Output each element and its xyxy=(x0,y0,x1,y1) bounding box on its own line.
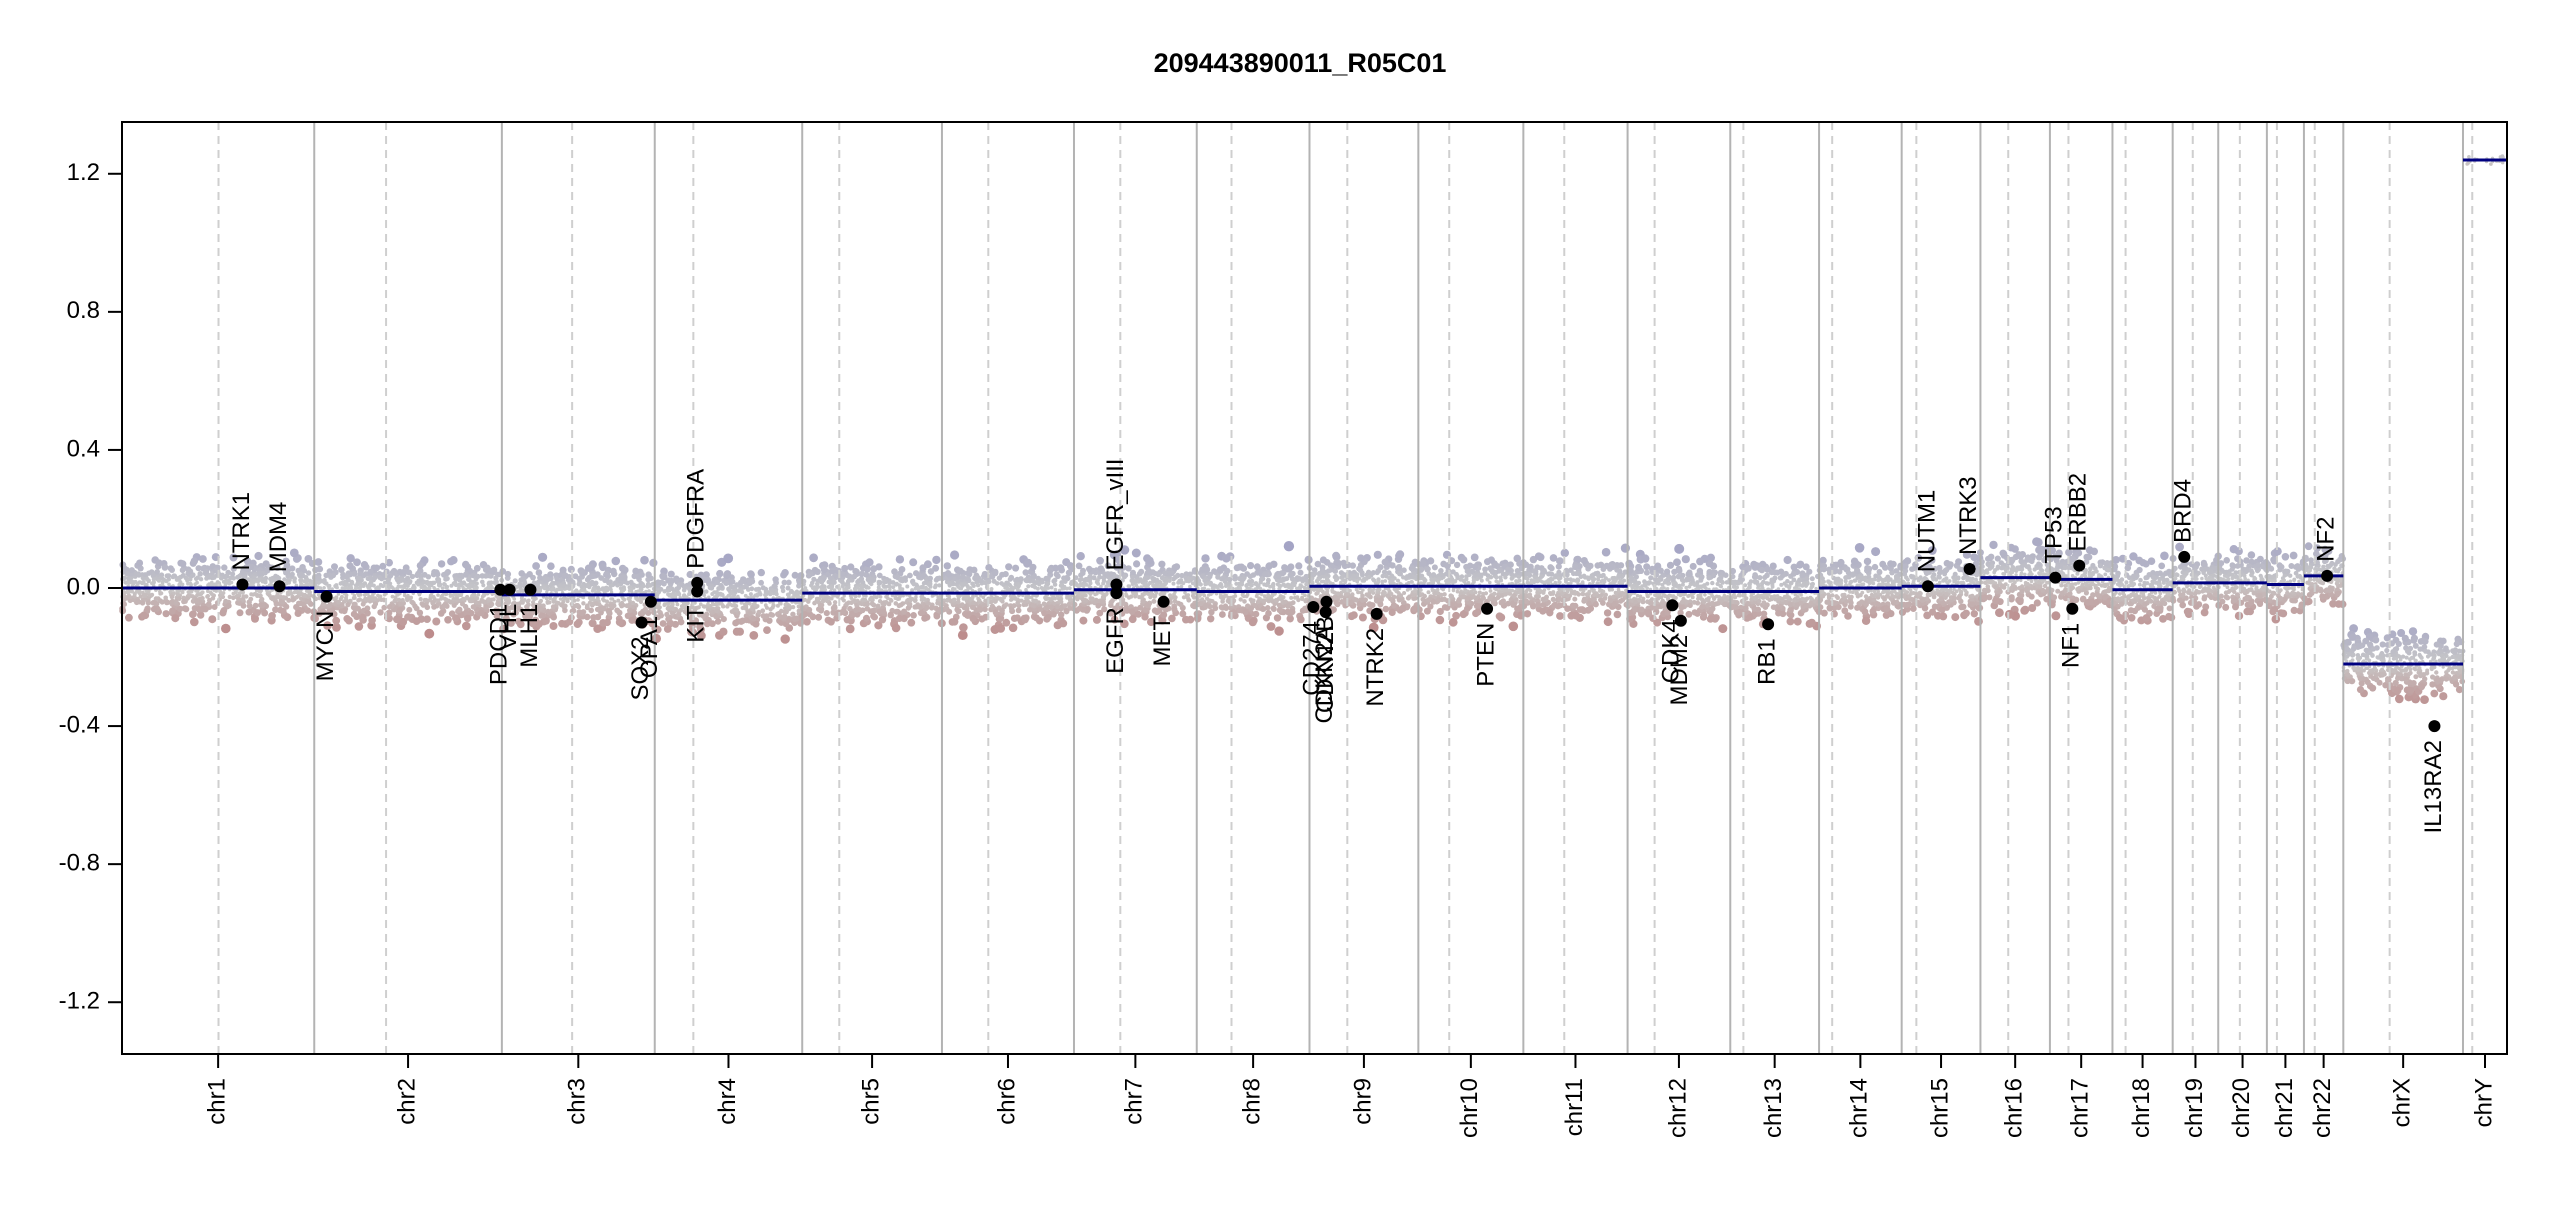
gene-label: OPA1 xyxy=(636,616,663,678)
x-tick-label: chr15 xyxy=(1926,1078,1953,1138)
gene-point xyxy=(236,579,248,591)
chart-title: 209443890011_R05C01 xyxy=(1154,48,1447,78)
x-tick-label: chr5 xyxy=(857,1078,884,1125)
gene-label: MYCN xyxy=(312,611,339,682)
x-tick-label: chr9 xyxy=(1349,1078,1376,1125)
gene-point xyxy=(2049,572,2061,584)
x-tick-label: chrX xyxy=(2388,1078,2415,1127)
y-axis: -1.2 -0.8 -0.4 0.0 0.4 0.8 1.2 xyxy=(59,159,122,1014)
gene-label: NF1 xyxy=(2058,623,2085,668)
x-tick-label: chr18 xyxy=(2128,1078,2155,1138)
gene-point xyxy=(1675,615,1687,627)
gene-point xyxy=(2066,603,2078,615)
x-tick-label: chr6 xyxy=(993,1078,1020,1125)
gene-point xyxy=(1320,596,1332,608)
gene-label: IL13RA2 xyxy=(2420,740,2447,833)
gene-label: CDKN2B xyxy=(1312,616,1339,713)
x-tick-label: chr10 xyxy=(1456,1078,1483,1138)
x-tick-label: chr22 xyxy=(2309,1078,2336,1138)
x-tick-label: chr7 xyxy=(1121,1078,1148,1125)
x-tick-label: chr1 xyxy=(203,1078,230,1125)
x-tick-label: chr8 xyxy=(1238,1078,1265,1125)
gene-label: EGFR xyxy=(1102,607,1129,674)
x-tick-label: chr11 xyxy=(1561,1078,1588,1136)
gene-point xyxy=(1371,608,1383,620)
gene-label: MDM4 xyxy=(265,502,292,573)
gene-label: NTRK1 xyxy=(228,492,255,571)
gene-point xyxy=(691,585,703,597)
gene-point xyxy=(1481,603,1493,615)
gene-point xyxy=(1762,618,1774,630)
gene-label: EGFR_vIII xyxy=(1102,459,1129,571)
x-tick-label: chr2 xyxy=(393,1078,420,1125)
x-axis: chr1 chr2 chr3 chr4 chr5 chr6 chr7 chr8 chr9 chr1… xyxy=(203,1054,2497,1138)
x-tick-label: chr14 xyxy=(1846,1078,1873,1138)
gene-label: MET xyxy=(1149,615,1176,666)
gene-label: NUTM1 xyxy=(1913,490,1940,573)
y-tick-label: 0.4 xyxy=(67,435,100,462)
x-tick-label: chr4 xyxy=(714,1078,741,1125)
gene-label: MLH1 xyxy=(516,604,543,668)
gene-point xyxy=(321,591,333,603)
x-tick-label: chr12 xyxy=(1664,1078,1691,1138)
x-tick-label: chr17 xyxy=(2067,1078,2094,1138)
x-tick-label: chr13 xyxy=(1760,1078,1787,1138)
gene-point xyxy=(1158,596,1170,608)
gene-point xyxy=(2178,551,2190,563)
gene-point xyxy=(1922,580,1934,592)
x-tick-label: chr20 xyxy=(2228,1078,2255,1138)
y-tick-label: 1.2 xyxy=(67,159,100,186)
gene-label: RB1 xyxy=(1753,638,1780,685)
gene-point xyxy=(645,596,657,608)
gene-label: NF2 xyxy=(2312,517,2339,562)
gene-label: ERBB2 xyxy=(2065,473,2092,552)
gene-point xyxy=(504,584,516,596)
gene-point xyxy=(2321,570,2333,582)
gene-label: BRD4 xyxy=(2170,479,2197,543)
gene-point xyxy=(1307,601,1319,613)
x-tick-label: chr16 xyxy=(2001,1078,2028,1138)
gene-label: NTRK2 xyxy=(1362,628,1389,707)
y-tick-label: -0.4 xyxy=(59,711,100,738)
gene-point xyxy=(1110,587,1122,599)
y-tick-label: -1.2 xyxy=(59,988,100,1015)
y-tick-label: 0.8 xyxy=(67,297,100,324)
y-tick-label: -0.8 xyxy=(59,849,100,876)
gene-point xyxy=(2073,560,2085,572)
gene-label: MDM2 xyxy=(1666,635,1693,706)
gene-point xyxy=(1666,599,1678,611)
gene-label: NTRK3 xyxy=(1955,476,1982,555)
y-tick-label: 0.0 xyxy=(67,573,100,600)
x-tick-label: chr3 xyxy=(564,1078,591,1125)
gene-point xyxy=(524,584,536,596)
gene-label: PDGFRA xyxy=(683,469,710,569)
gene-point xyxy=(1964,563,1976,575)
gene-label: KIT xyxy=(683,605,710,643)
gene-point xyxy=(2428,720,2440,732)
x-tick-label: chr21 xyxy=(2271,1078,2298,1138)
gene-point xyxy=(274,580,286,592)
x-tick-label: chr19 xyxy=(2181,1078,2208,1138)
gene-label: PTEN xyxy=(1472,623,1499,687)
x-tick-label: chrY xyxy=(2470,1078,2497,1127)
